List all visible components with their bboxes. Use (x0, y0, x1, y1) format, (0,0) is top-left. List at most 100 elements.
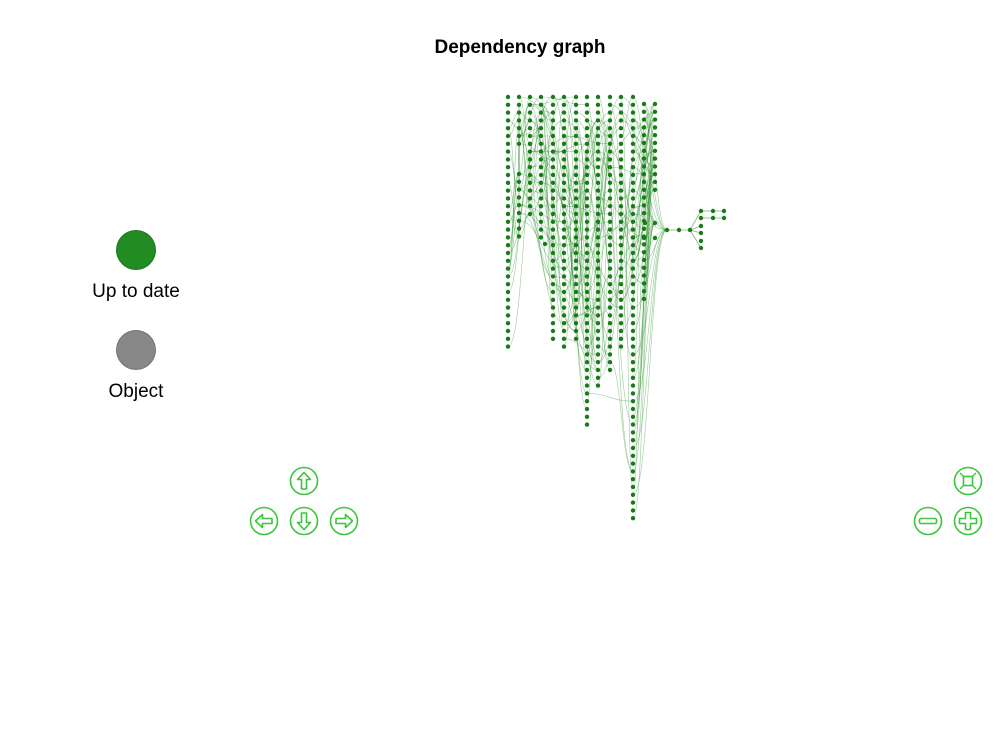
graph-node[interactable] (595, 141, 601, 146)
graph-node[interactable] (550, 258, 556, 263)
graph-node[interactable] (607, 313, 613, 318)
graph-node[interactable] (698, 230, 704, 236)
graph-node[interactable] (607, 219, 613, 224)
graph-node[interactable] (618, 118, 624, 123)
graph-node[interactable] (618, 196, 624, 201)
graph-node[interactable] (618, 211, 624, 217)
graph-node[interactable] (652, 235, 658, 241)
pan-left-button[interactable] (249, 506, 279, 536)
graph-node[interactable] (584, 250, 590, 256)
graph-node[interactable] (527, 110, 533, 115)
graph-node[interactable] (595, 274, 601, 279)
graph-node[interactable] (584, 211, 590, 217)
zoom-fit-button[interactable] (953, 466, 983, 496)
graph-node[interactable] (527, 118, 533, 123)
graph-node[interactable] (698, 215, 704, 221)
graph-node[interactable] (561, 149, 567, 154)
graph-node[interactable] (595, 196, 601, 201)
graph-node[interactable] (641, 296, 647, 302)
graph-node[interactable] (505, 227, 511, 232)
graph-node[interactable] (561, 258, 567, 263)
graph-node[interactable] (595, 258, 601, 263)
graph-node[interactable] (584, 118, 590, 123)
graph-node[interactable] (595, 367, 601, 373)
graph-node[interactable] (573, 141, 579, 146)
graph-node[interactable] (641, 187, 647, 192)
graph-node[interactable] (584, 289, 590, 295)
graph-node[interactable] (652, 156, 658, 161)
graph-node[interactable] (630, 297, 636, 302)
graph-node[interactable] (652, 101, 658, 107)
graph-node[interactable] (584, 375, 590, 380)
graph-node[interactable] (505, 172, 511, 178)
graph-node[interactable] (538, 118, 544, 123)
graph-node[interactable] (607, 321, 613, 326)
graph-node[interactable] (573, 336, 579, 341)
graph-node[interactable] (584, 344, 590, 349)
graph-node[interactable] (618, 219, 624, 224)
graph-node[interactable] (550, 102, 556, 108)
graph-node[interactable] (641, 203, 647, 208)
graph-node[interactable] (607, 336, 613, 341)
graph-node[interactable] (652, 164, 658, 169)
graph-node[interactable] (584, 235, 590, 240)
graph-node[interactable] (584, 391, 590, 396)
graph-node[interactable] (641, 226, 647, 231)
graph-node[interactable] (595, 282, 601, 287)
graph-node[interactable] (618, 305, 624, 310)
graph-node[interactable] (505, 344, 511, 349)
graph-node[interactable] (561, 305, 567, 310)
graph-node[interactable] (652, 109, 658, 115)
graph-node[interactable] (550, 204, 556, 209)
graph-node[interactable] (573, 102, 579, 108)
graph-node[interactable] (538, 188, 544, 193)
graph-node[interactable] (618, 289, 624, 295)
graph-node[interactable] (527, 196, 533, 201)
graph-node[interactable] (550, 141, 556, 146)
graph-node[interactable] (538, 204, 544, 209)
graph-node[interactable] (527, 180, 533, 185)
graph-node[interactable] (618, 250, 624, 256)
graph-node[interactable] (573, 157, 579, 162)
graph-node[interactable] (561, 297, 567, 302)
graph-node[interactable] (527, 102, 533, 108)
graph-node[interactable] (630, 391, 636, 396)
graph-node[interactable] (630, 188, 636, 193)
graph-node[interactable] (618, 328, 624, 334)
graph-node[interactable] (595, 266, 601, 271)
graph-node[interactable] (550, 297, 556, 302)
graph-node[interactable] (618, 102, 624, 108)
graph-node[interactable] (538, 196, 544, 201)
graph-node[interactable] (630, 165, 636, 170)
graph-node[interactable] (573, 118, 579, 123)
graph-node[interactable] (618, 188, 624, 193)
graph-node[interactable] (573, 165, 579, 170)
graph-node[interactable] (630, 141, 636, 146)
graph-node[interactable] (516, 126, 522, 131)
graph-node[interactable] (516, 171, 522, 177)
graph-node[interactable] (505, 180, 511, 185)
graph-node[interactable] (516, 179, 522, 184)
graph-node[interactable] (607, 133, 613, 139)
graph-node[interactable] (630, 352, 636, 357)
graph-node[interactable] (630, 126, 636, 131)
graph-node[interactable] (538, 102, 544, 108)
graph-node[interactable] (630, 445, 636, 451)
graph-node[interactable] (573, 110, 579, 115)
graph-node[interactable] (573, 274, 579, 279)
graph-node[interactable] (595, 305, 601, 310)
graph-node[interactable] (595, 328, 601, 334)
graph-node[interactable] (630, 149, 636, 154)
graph-node[interactable] (607, 243, 613, 248)
graph-node[interactable] (584, 227, 590, 232)
graph-node[interactable] (630, 102, 636, 108)
graph-node[interactable] (630, 110, 636, 115)
graph-node[interactable] (607, 289, 613, 295)
graph-node[interactable] (573, 250, 579, 256)
graph-node[interactable] (630, 500, 636, 505)
graph-node[interactable] (630, 367, 636, 373)
graph-node[interactable] (584, 274, 590, 279)
graph-node[interactable] (516, 110, 522, 115)
graph-node[interactable] (573, 289, 579, 295)
